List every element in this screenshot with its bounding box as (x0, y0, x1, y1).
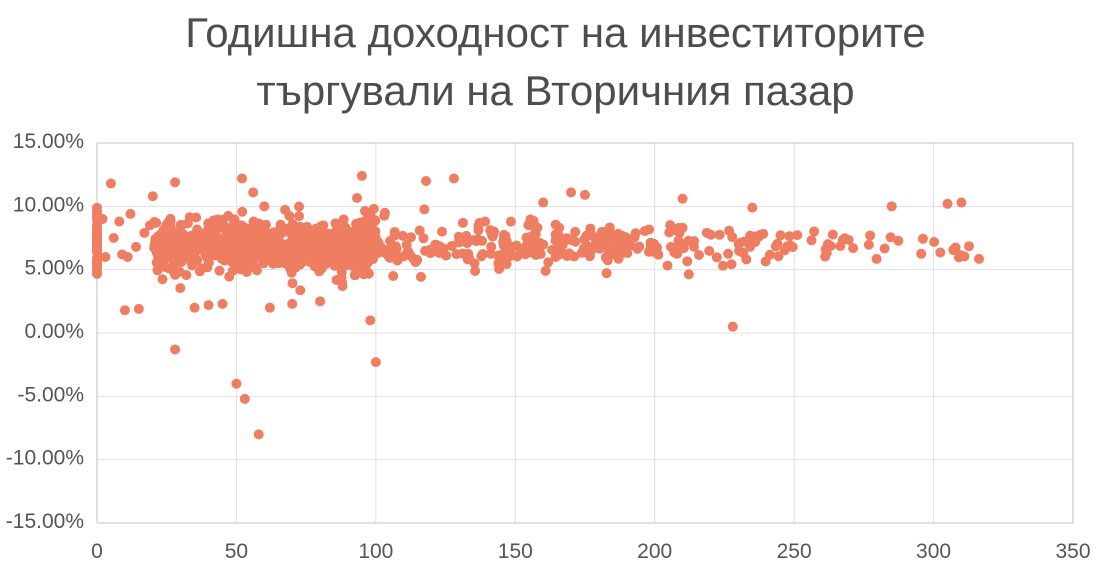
svg-text:50: 50 (225, 540, 248, 563)
svg-text:10.00%: 10.00% (13, 193, 84, 216)
svg-text:300: 300 (916, 540, 951, 563)
svg-text:150: 150 (498, 540, 533, 563)
svg-text:250: 250 (777, 540, 812, 563)
svg-text:0.00%: 0.00% (24, 320, 84, 343)
svg-text:5.00%: 5.00% (24, 257, 84, 280)
svg-text:200: 200 (637, 540, 672, 563)
svg-text:0: 0 (91, 540, 103, 563)
svg-text:-10.00%: -10.00% (6, 447, 84, 470)
svg-text:100: 100 (358, 540, 393, 563)
svg-text:350: 350 (1055, 540, 1090, 563)
svg-text:-15.00%: -15.00% (6, 510, 84, 533)
svg-text:15.00%: 15.00% (13, 130, 84, 153)
svg-text:-5.00%: -5.00% (17, 383, 84, 406)
